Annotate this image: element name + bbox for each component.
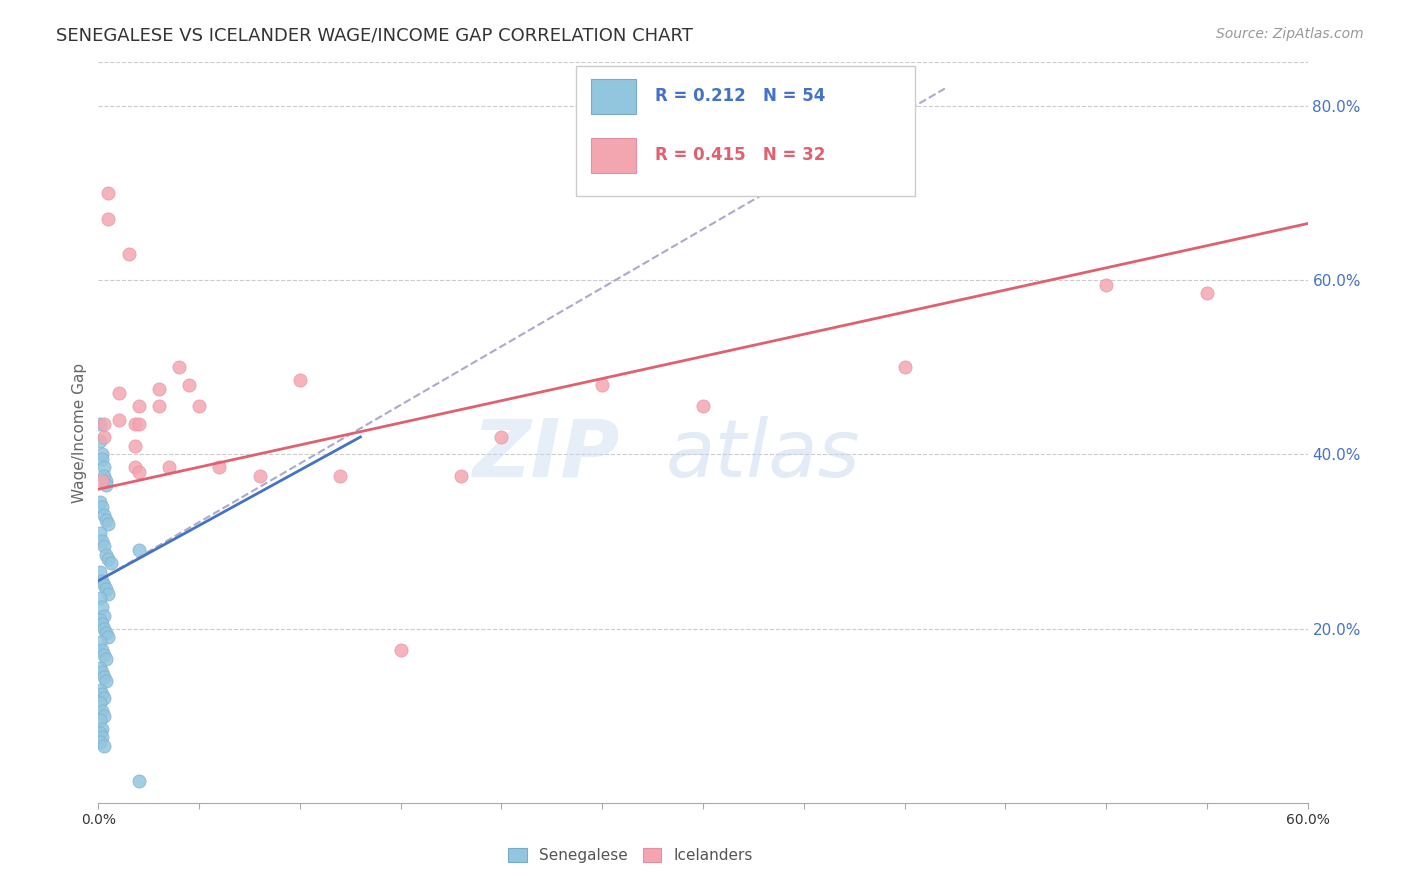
Point: [893, 360, 915, 375]
Point: [491, 430, 513, 444]
Point: [97, 212, 120, 227]
Point: [93, 460, 115, 475]
Point: [93, 622, 115, 636]
Point: [93, 691, 115, 706]
FancyBboxPatch shape: [576, 66, 915, 195]
Point: [91, 617, 114, 632]
Point: [96, 626, 118, 640]
Point: [91, 599, 114, 614]
Point: [93, 508, 115, 523]
Point: [97, 552, 120, 566]
Point: [389, 643, 412, 657]
Point: [118, 247, 141, 261]
Point: [179, 377, 201, 392]
Point: [97, 517, 120, 532]
Point: [93, 648, 115, 662]
Point: [89, 735, 111, 749]
Point: [93, 539, 115, 553]
Point: [124, 417, 146, 431]
Point: [91, 731, 114, 745]
Point: [91, 451, 114, 466]
Point: [91, 665, 114, 680]
Text: SENEGALESE VS ICELANDER WAGE/INCOME GAP CORRELATION CHART: SENEGALESE VS ICELANDER WAGE/INCOME GAP …: [56, 27, 693, 45]
Point: [89, 713, 111, 727]
Point: [329, 469, 352, 483]
Point: [91, 534, 114, 549]
Point: [93, 417, 115, 431]
Point: [249, 469, 271, 483]
Point: [93, 578, 115, 592]
Point: [89, 565, 111, 579]
Point: [188, 400, 211, 414]
Point: [89, 525, 111, 540]
Y-axis label: Wage/Income Gap: Wage/Income Gap: [72, 362, 87, 503]
Point: [450, 469, 472, 483]
Point: [89, 495, 111, 509]
Point: [91, 704, 114, 718]
Point: [93, 708, 115, 723]
Point: [93, 430, 115, 444]
Point: [128, 400, 150, 414]
Point: [288, 373, 311, 387]
Point: [96, 513, 118, 527]
Point: [89, 591, 111, 606]
Point: [128, 465, 150, 479]
Point: [148, 400, 170, 414]
Point: [148, 382, 170, 396]
Point: [1195, 286, 1218, 301]
Point: [107, 386, 129, 401]
Point: [89, 417, 111, 431]
Point: [91, 500, 114, 514]
Text: Source: ZipAtlas.com: Source: ZipAtlas.com: [1216, 27, 1364, 41]
Point: [89, 434, 111, 449]
Point: [157, 460, 180, 475]
Point: [89, 696, 111, 710]
Text: R = 0.212   N = 54: R = 0.212 N = 54: [655, 87, 825, 104]
Point: [100, 556, 122, 570]
Point: [93, 469, 115, 483]
Point: [89, 682, 111, 697]
Point: [93, 669, 115, 683]
Point: [96, 474, 118, 488]
Text: atlas: atlas: [666, 416, 860, 494]
Point: [167, 360, 190, 375]
Point: [91, 474, 114, 488]
Point: [124, 439, 146, 453]
Text: ZIP: ZIP: [472, 416, 620, 494]
Point: [96, 478, 118, 492]
Point: [91, 574, 114, 588]
Point: [96, 548, 118, 562]
Point: [91, 722, 114, 736]
Point: [89, 634, 111, 648]
Point: [208, 460, 231, 475]
Point: [591, 377, 613, 392]
Point: [97, 587, 120, 601]
Point: [93, 608, 115, 623]
Point: [89, 661, 111, 675]
FancyBboxPatch shape: [591, 78, 637, 114]
Point: [1095, 277, 1118, 292]
Point: [128, 417, 150, 431]
FancyBboxPatch shape: [591, 138, 637, 174]
Point: [124, 460, 146, 475]
Text: R = 0.415   N = 32: R = 0.415 N = 32: [655, 146, 825, 164]
Point: [89, 613, 111, 627]
Point: [107, 412, 129, 426]
Point: [91, 643, 114, 657]
Point: [91, 447, 114, 461]
Point: [91, 687, 114, 701]
Point: [93, 739, 115, 754]
Legend: Senegalese, Icelanders: Senegalese, Icelanders: [502, 842, 759, 869]
Point: [97, 186, 120, 200]
Point: [89, 726, 111, 740]
Point: [96, 582, 118, 597]
Point: [692, 400, 714, 414]
Point: [96, 673, 118, 688]
Point: [128, 543, 150, 558]
Point: [97, 630, 120, 644]
Point: [128, 774, 150, 789]
Point: [96, 652, 118, 666]
